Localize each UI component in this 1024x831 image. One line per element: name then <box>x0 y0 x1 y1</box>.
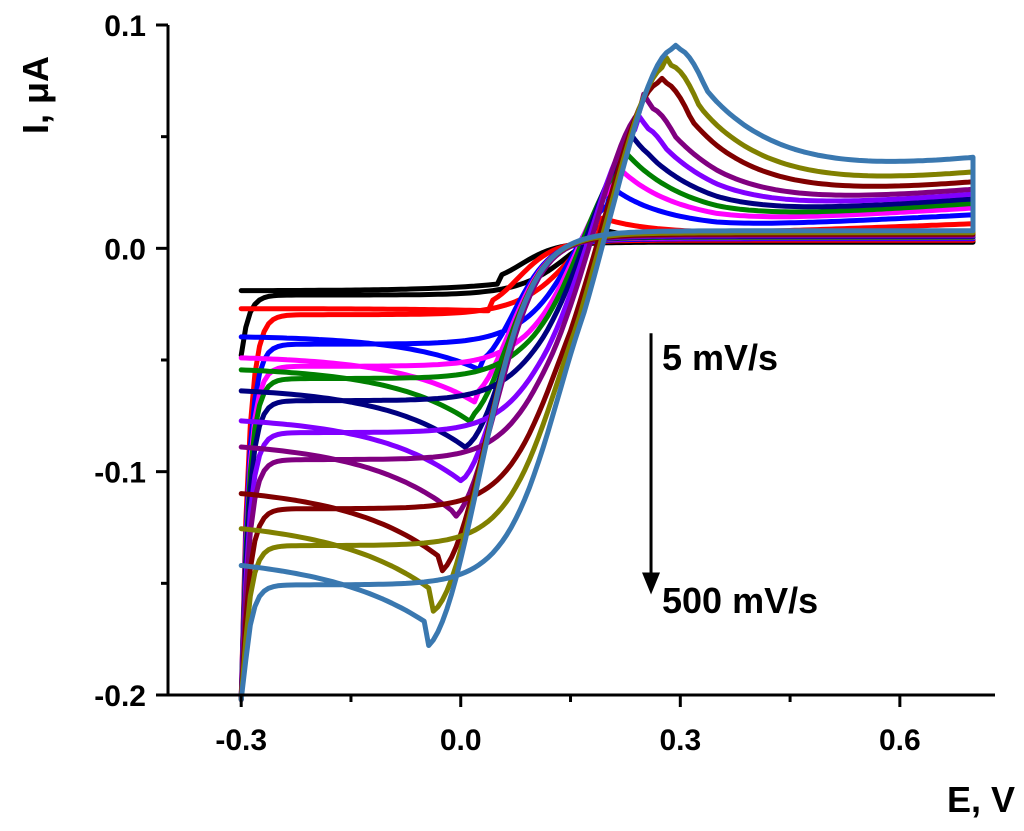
ticks-group: -0.3 0.0 0.3 0.6 0.1 0.0 -0.1 -0.2 <box>94 10 920 757</box>
cv-curve <box>238 223 976 358</box>
y-tick-label: 0.0 <box>104 233 146 266</box>
x-axis-title: E, V <box>947 779 1015 820</box>
x-tick-label: 0.6 <box>879 724 921 757</box>
x-tick-label: -0.3 <box>215 724 267 757</box>
x-tick-label: 0.3 <box>659 724 701 757</box>
annotation-bottom: 500 mV/s <box>662 580 818 621</box>
y-tick-label: 0.1 <box>104 10 146 43</box>
annotation-top: 5 mV/s <box>662 337 778 378</box>
curves-group <box>238 42 976 702</box>
cv-curve <box>238 184 976 702</box>
scan-rate-arrow-head <box>642 572 661 595</box>
cv-curve <box>238 42 976 702</box>
y-axis-title: I, μA <box>15 56 56 134</box>
y-tick-label: -0.1 <box>94 457 146 490</box>
x-tick-label: 0.0 <box>440 724 482 757</box>
y-tick-label: -0.2 <box>94 680 146 713</box>
cv-curve <box>238 75 976 702</box>
